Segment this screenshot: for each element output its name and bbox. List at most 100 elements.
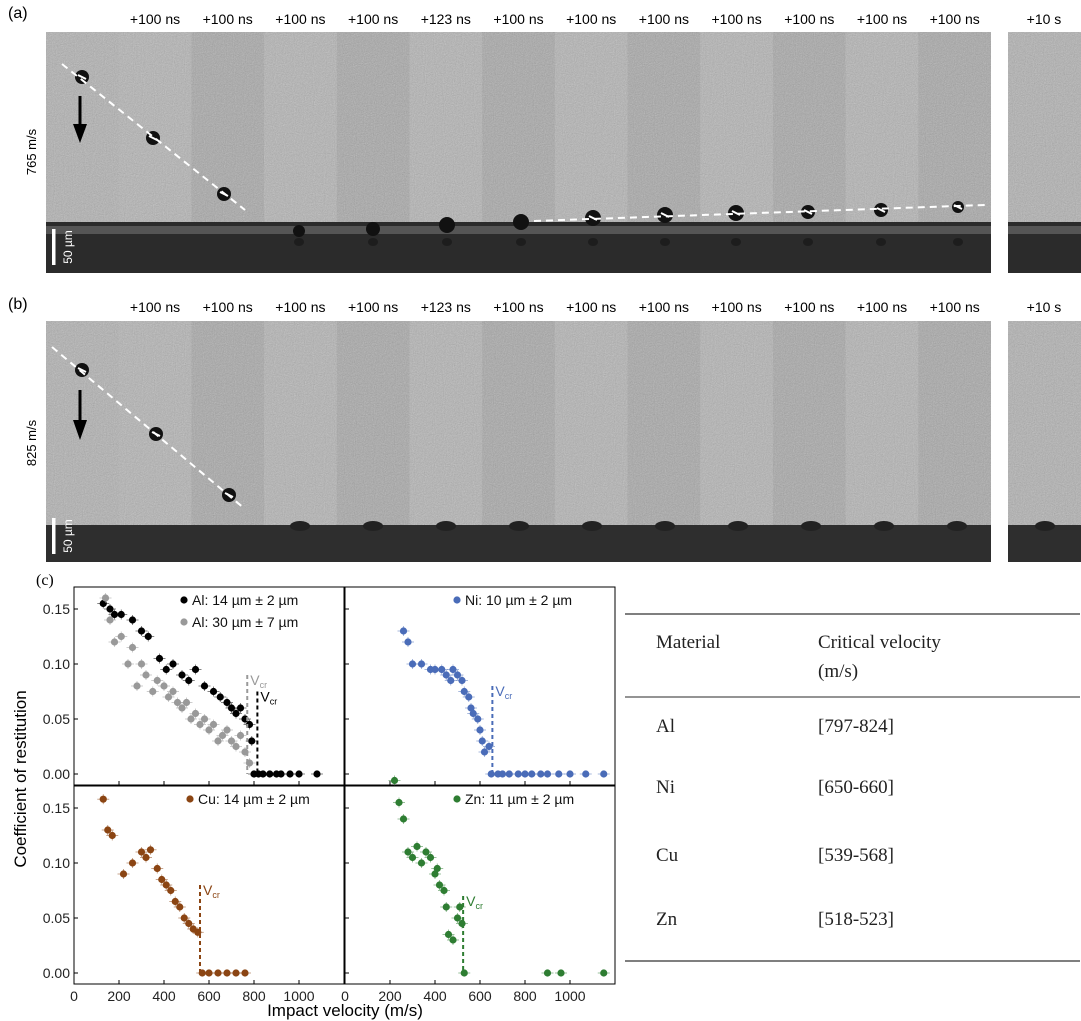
data-point [191, 709, 200, 718]
data-point [600, 770, 608, 778]
series-Ni: 10 µm ± 2 µm [397, 626, 610, 778]
data-point [232, 742, 240, 751]
data-point [514, 770, 522, 778]
legend-marker [453, 795, 461, 803]
legend-label: Ni: 10 µm ± 2 µm [465, 592, 572, 608]
panel-a-velocity: 765 m/s [24, 128, 39, 175]
data-point [417, 859, 426, 867]
data-point [124, 660, 132, 668]
panel-a-late-label: +10 s [1027, 11, 1062, 27]
data-point [106, 616, 114, 624]
scale-bar-b [52, 518, 56, 554]
data-point [259, 770, 267, 778]
data-point [110, 638, 119, 646]
x-tick-label: 1000 [283, 988, 314, 1004]
legend-marker [186, 795, 194, 803]
data-point [467, 704, 475, 712]
data-point [153, 676, 161, 685]
data-point [133, 682, 141, 690]
data-point [142, 853, 150, 862]
data-point [232, 709, 240, 718]
frame-time-label: +100 ns [348, 11, 398, 27]
frame-time-label: +100 ns [493, 299, 543, 315]
particle-reflection [516, 238, 526, 246]
legend-label: Cu: 14 µm ± 2 µm [198, 791, 310, 807]
data-point [422, 848, 430, 856]
frame-time-label: +100 ns [639, 11, 689, 27]
data-point [137, 627, 146, 635]
data-point [557, 969, 565, 977]
particle-reflection [368, 238, 378, 246]
frame-time-label: +123 ns [421, 299, 471, 315]
deposited-particle [582, 521, 602, 531]
data-point [248, 737, 256, 745]
legend-marker [453, 596, 461, 604]
data-point [155, 654, 164, 663]
data-point [214, 969, 222, 977]
table-cell-material: Cu [656, 845, 679, 866]
deposited-particle [874, 521, 894, 531]
y-tick-label: 0.05 [43, 910, 70, 926]
legend-marker [180, 596, 188, 604]
table-cell-velocity: [797-824] [818, 716, 894, 737]
data-point [196, 720, 204, 729]
table-cell-velocity: [539-568] [818, 845, 894, 866]
panel-a-label: (a) [8, 5, 28, 22]
frame-time-label: +100 ns [930, 11, 980, 27]
data-point [458, 676, 466, 685]
legend-label: Al: 14 µm ± 2 µm [192, 592, 298, 608]
frame-tile [410, 321, 483, 525]
table-header-units: (m/s) [818, 661, 858, 682]
plot-frame [344, 586, 616, 786]
data-point [447, 676, 455, 685]
data-point [442, 671, 450, 679]
data-point [453, 671, 462, 679]
data-point [223, 726, 231, 734]
frame-tile [700, 32, 773, 222]
down-arrow-icon [73, 96, 87, 143]
table-row: Al [797-824] [656, 716, 894, 737]
panel-b-particles [75, 363, 1055, 531]
particle-reflection [660, 238, 670, 246]
trajectory-line-out [533, 204, 986, 222]
data-point [200, 715, 209, 723]
frame-time-label: +100 ns [930, 299, 980, 315]
panel-b-label: (b) [8, 296, 28, 313]
data-point [178, 671, 186, 679]
series-Zn: 11 µm ± 2 µm [388, 775, 610, 977]
y-axis-label: Coefficient of restitution [11, 690, 30, 867]
deposited-particle [509, 521, 529, 531]
data-point [456, 903, 464, 911]
table-cell-velocity: [518-523] [818, 909, 894, 930]
frame-tile [700, 321, 773, 525]
data-point [104, 826, 112, 834]
data-point [555, 770, 563, 778]
data-point [162, 881, 170, 889]
y-tick-label: 0.15 [43, 601, 70, 617]
particle-reflection [803, 238, 813, 246]
vcr-label: Vcr [495, 683, 512, 701]
data-point [458, 919, 466, 928]
frame-tile [773, 32, 846, 222]
panel-c-label: (c) [36, 572, 54, 589]
data-point [480, 748, 489, 756]
data-point [144, 632, 152, 641]
data-point [153, 864, 161, 873]
data-point [408, 660, 417, 668]
data-point [119, 870, 128, 878]
frame-tile [555, 32, 628, 222]
series-Al: 14 µm ± 2 µm [97, 598, 323, 778]
particle [513, 214, 529, 230]
data-point [431, 870, 439, 878]
frame-time-label: +100 ns [784, 11, 834, 27]
frame-time-label: +100 ns [711, 299, 761, 315]
deposited-particle [728, 521, 748, 531]
panel-b-frame-dividers [119, 321, 991, 525]
data-point [600, 969, 608, 977]
table-header-critical-velocity: Critical velocity [818, 632, 941, 653]
data-point [187, 715, 195, 723]
frame-tile [918, 321, 991, 525]
frame-time-label: +100 ns [493, 11, 543, 27]
data-point [404, 638, 412, 646]
deposited-particle [1035, 521, 1055, 531]
